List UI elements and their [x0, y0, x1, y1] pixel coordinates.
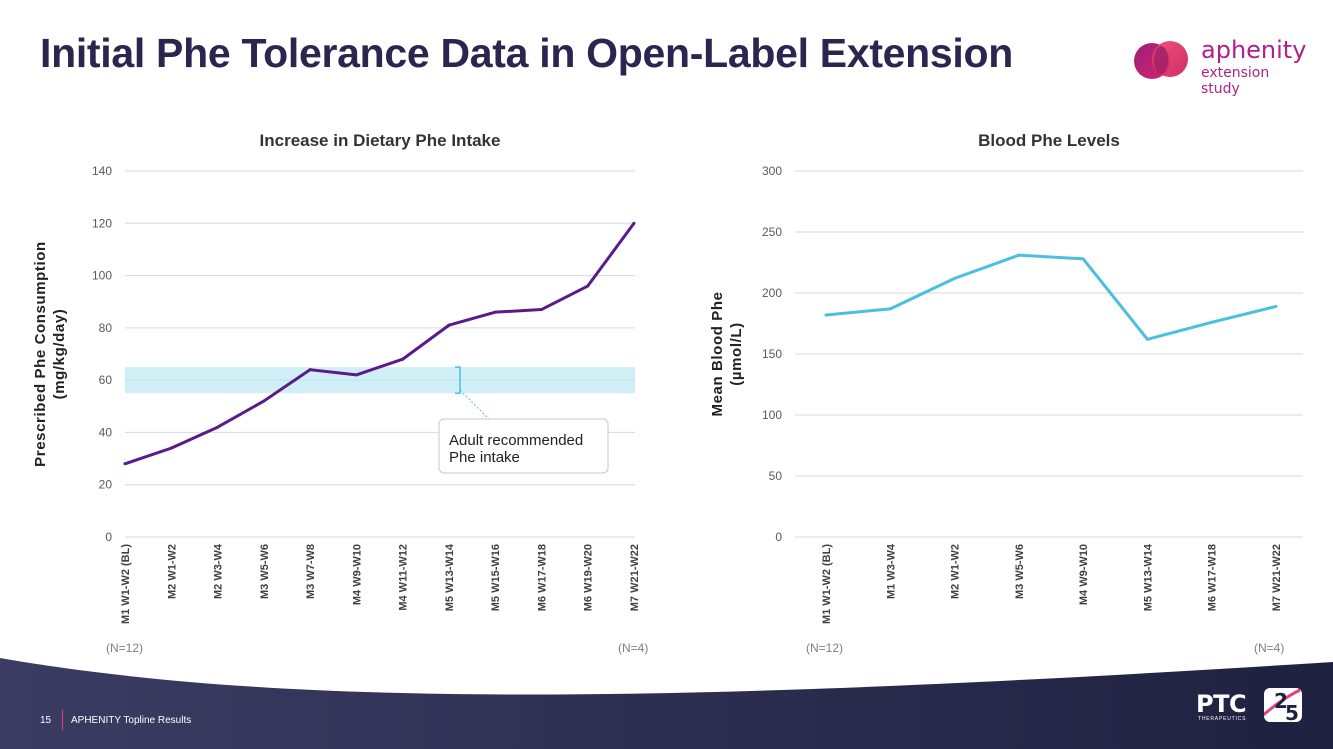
- page-number: 15: [40, 715, 52, 726]
- data-point: [354, 373, 358, 377]
- data-point: [401, 357, 405, 361]
- y-tick-label: 300: [762, 164, 782, 178]
- data-point: [1145, 337, 1149, 341]
- data-point: [123, 462, 127, 466]
- data-point: [632, 221, 636, 225]
- data-point: [824, 313, 828, 317]
- chart-blood-phe-levels: Blood Phe Levels 0 50 100 150 200 250 300 M1 W1-…: [709, 131, 1303, 655]
- footer-caption: APHENITY Topline Results: [71, 715, 192, 726]
- data-point: [216, 425, 220, 429]
- data-point: [447, 323, 451, 327]
- anniversary-digit-5: 5: [1285, 701, 1299, 724]
- x-category-label: M3 W7-W8: [305, 544, 317, 599]
- callout-line-1: Adult recommended: [449, 432, 583, 449]
- x-category-label: M3 W5-W6: [259, 544, 271, 599]
- x-category-label: M5 W13-W14: [444, 543, 456, 611]
- chart-title: Blood Phe Levels: [978, 131, 1120, 150]
- y-tick-label: 100: [92, 269, 112, 283]
- n-start-label: (N=12): [106, 641, 143, 655]
- logo-name: aphenity: [1201, 36, 1307, 64]
- y-tick-label: 0: [105, 530, 112, 544]
- data-point: [493, 310, 497, 314]
- ptc-logo-subtitle: THERAPEUTICS: [1198, 716, 1247, 722]
- y-tick-label: 150: [762, 347, 782, 361]
- data-point: [308, 368, 312, 372]
- series-line: [124, 222, 636, 466]
- callout-line-2: Phe intake: [449, 449, 520, 466]
- y-axis-label-units: (µmol/L): [728, 322, 745, 385]
- y-tick-label: 20: [99, 478, 113, 492]
- data-point: [1274, 304, 1278, 308]
- x-category-label: M6 W19-W20: [583, 544, 595, 611]
- data-point: [1017, 253, 1021, 257]
- y-axis-label: Prescribed Phe Consumption: [32, 241, 49, 467]
- x-category-label: M2 W1-W2: [166, 544, 178, 599]
- slide-title: Initial Phe Tolerance Data in Open-Label…: [40, 30, 1014, 76]
- data-point: [1081, 257, 1085, 261]
- x-category-label: M5 W15-W16: [490, 544, 502, 611]
- n-start-label: (N=12): [806, 641, 843, 655]
- y-tick-label: 100: [762, 408, 782, 422]
- y-tick-label: 40: [99, 425, 113, 439]
- x-category-label: M7 W21-W22: [1271, 544, 1283, 611]
- y-tick-label: 140: [92, 164, 112, 178]
- x-category-label: M1 W1-W2 (BL): [120, 544, 132, 624]
- x-category-label: M7 W21-W22: [629, 544, 641, 611]
- n-end-label: (N=4): [618, 641, 648, 655]
- x-category-label: M4 W9-W10: [351, 544, 363, 605]
- ptc-logo: PTC: [1196, 690, 1247, 718]
- data-point: [586, 284, 590, 288]
- y-tick-label: 0: [775, 530, 782, 544]
- x-category-label: M4 W11-W12: [398, 544, 410, 611]
- anniversary-25-icon: 2 5: [1264, 688, 1302, 724]
- x-category-label: M2 W1-W2: [950, 544, 962, 599]
- y-tick-label: 200: [762, 286, 782, 300]
- y-tick-label: 60: [99, 373, 113, 387]
- callout-leader: [459, 389, 491, 421]
- y-axis-label-units: (mg/kg/day): [51, 309, 68, 400]
- y-tick-label: 250: [762, 225, 782, 239]
- y-tick-label: 50: [769, 469, 783, 483]
- x-category-label: M5 W13-W14: [1142, 543, 1154, 611]
- band-bracket: [455, 366, 461, 394]
- aphenity-logo: aphenity extension study: [1128, 36, 1308, 97]
- data-point: [169, 446, 173, 450]
- y-tick-label: 80: [99, 321, 113, 335]
- logo-subtitle: extension study: [1201, 65, 1270, 97]
- data-point: [953, 276, 957, 280]
- callout-box: [438, 418, 609, 474]
- footer-band: [0, 658, 1333, 749]
- x-category-label: M1 W3-W4: [885, 543, 897, 599]
- footer-divider: [62, 710, 63, 730]
- x-category-label: M4 W9-W10: [1078, 544, 1090, 605]
- aphenity-logo-icon: [1134, 41, 1188, 79]
- n-end-label: (N=4): [1254, 641, 1284, 655]
- chart-dietary-phe-intake: Increase in Dietary Phe Intake 0 20 40 60 80 1…: [32, 131, 648, 655]
- x-category-label: M6 W17-W18: [1207, 544, 1219, 611]
- x-category-label: M6 W17-W18: [536, 544, 548, 611]
- x-category-label: M3 W5-W6: [1014, 544, 1026, 599]
- data-point: [888, 307, 892, 311]
- y-tick-label: 120: [92, 216, 112, 230]
- x-category-label: M2 W3-W4: [213, 543, 225, 599]
- x-category-label: M1 W1-W2 (BL): [821, 544, 833, 624]
- y-axis-label: Mean Blood Phe: [709, 291, 726, 416]
- data-point: [539, 308, 543, 312]
- anniversary-digit-2: 2: [1274, 689, 1288, 713]
- data-point: [1210, 320, 1214, 324]
- data-point: [262, 399, 266, 403]
- series-line: [825, 253, 1277, 341]
- chart-title: Increase in Dietary Phe Intake: [260, 131, 501, 150]
